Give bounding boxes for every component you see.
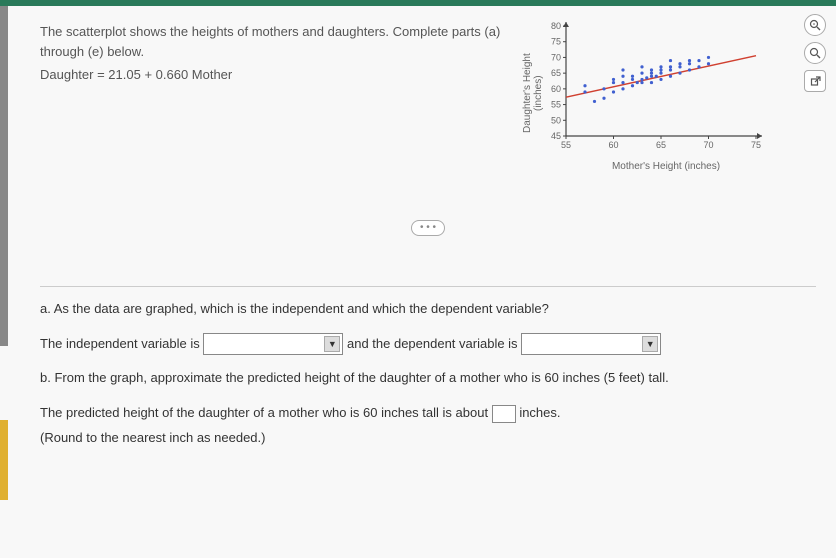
question-a-fill: The independent variable is ▼ and the de… [40, 332, 816, 357]
dependent-dropdown[interactable]: ▼ [521, 333, 661, 355]
problem-prompt: The scatterplot shows the heights of mot… [40, 18, 516, 168]
svg-text:55: 55 [551, 100, 561, 110]
prompt-line1: The scatterplot shows the heights of mot… [40, 22, 516, 61]
svg-text:50: 50 [551, 115, 561, 125]
chart-ylabel: Daughter's Height (inches) [522, 38, 544, 148]
zoom-icon[interactable] [804, 42, 826, 64]
svg-text:70: 70 [703, 140, 713, 150]
independent-dropdown[interactable]: ▼ [203, 333, 343, 355]
zoom-in-icon[interactable] [804, 14, 826, 36]
chevron-down-icon: ▼ [324, 336, 340, 352]
question-b: b. From the graph, approximate the predi… [40, 366, 816, 391]
prompt-equation: Daughter = 21.05 + 0.660 Mother [40, 65, 516, 85]
chart-xlabel: Mother's Height (inches) [566, 161, 766, 172]
chevron-down-icon: ▼ [642, 336, 658, 352]
section-divider: • • • [40, 218, 816, 236]
scatter-chart: Daughter's Height (inches) 4550556065707… [536, 18, 766, 168]
question-b-fill: The predicted height of the daughter of … [40, 401, 816, 450]
svg-text:80: 80 [551, 21, 561, 31]
svg-text:60: 60 [551, 84, 561, 94]
rounding-note: (Round to the nearest inch as needed.) [40, 430, 265, 445]
svg-text:75: 75 [551, 37, 561, 47]
question-a: a. As the data are graphed, which is the… [40, 297, 816, 322]
svg-text:45: 45 [551, 131, 561, 141]
svg-text:65: 65 [551, 68, 561, 78]
svg-text:70: 70 [551, 52, 561, 62]
predicted-height-input[interactable] [492, 405, 516, 423]
svg-text:75: 75 [751, 140, 761, 150]
svg-text:55: 55 [561, 140, 571, 150]
svg-text:60: 60 [608, 140, 618, 150]
svg-text:65: 65 [656, 140, 666, 150]
popout-icon[interactable] [804, 70, 826, 92]
